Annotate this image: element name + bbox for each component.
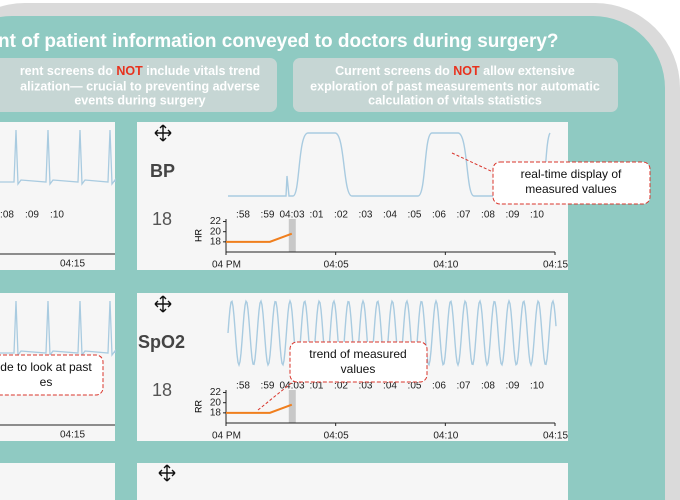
x-tick-label: 04:10 [433,431,458,442]
annotation-box [289,341,428,383]
time-tick: :08 [0,210,14,221]
waveform [0,300,116,357]
time-tick: :05 [408,381,422,392]
time-tick: :02 [334,210,348,221]
axis-end: 04:15 [60,430,85,441]
annotation-text: values [341,362,376,376]
time-tick: :05 [408,210,422,221]
x-tick-label: 04:05 [324,260,349,271]
callout-box [293,58,618,112]
emphasis: NOT [453,64,480,78]
annotation-leader [257,379,296,411]
time-tick: 04:03 [279,381,304,392]
time-tick: :09 [25,210,39,221]
x-tick-label: 04:10 [433,260,458,271]
time-tick: :09 [506,381,520,392]
y-axis-label: RR [193,400,203,413]
callout-text: include vitals trend [143,64,260,78]
callout-line: alization— crucial to preventing adverse [20,79,260,93]
annotation-text: measured values [525,182,616,196]
waveform [227,298,557,368]
trend-line [226,403,293,414]
axis-end: 04:15 [60,259,85,270]
callout-line: Current screens do NOT allow extensive [335,64,575,78]
annotation-text: de to look at past [0,360,92,374]
time-tick: :59 [261,381,275,392]
time-tick: :03 [359,210,373,221]
callout-line: rent screens do NOT include vitals trend [20,64,260,78]
vital-value: 18 [152,380,172,400]
time-tick: :10 [530,381,544,392]
annotation-box [492,161,651,205]
x-tick-label: 04:15 [543,260,568,271]
vital-label: SpO2 [138,332,185,352]
x-tick-label: 04 PM [212,260,241,271]
x-tick-label: 04 PM [212,431,241,442]
card [0,122,115,270]
annotation-text: es [40,375,53,389]
time-tick: :01 [310,210,324,221]
y-tick-label: 20 [210,397,222,408]
time-tick: :10 [50,210,64,221]
callout-line: events during surgery [74,93,205,107]
time-tick: :08 [481,381,495,392]
vital-label: BP [150,161,175,181]
move-icon [154,124,172,142]
callout-text: Current screens do [335,64,453,78]
time-tick: :04 [383,210,397,221]
title: nt of patient information conveyed to do… [0,31,559,52]
callout-text: rent screens do [20,64,117,78]
annotation-text: real-time display of [521,167,622,181]
y-tick-label: 18 [210,407,222,418]
time-tick: :04 [383,381,397,392]
trend-line [226,232,293,243]
time-tick: :58 [236,210,250,221]
time-tick: :06 [432,210,446,221]
time-tick: :58 [236,381,250,392]
cursor [288,219,296,252]
move-icon [154,295,172,313]
annotation-box [0,354,104,396]
time-tick: :09 [506,210,520,221]
y-tick-label: 18 [210,236,222,247]
x-tick-label: 04:05 [324,431,349,442]
y-tick-label: 22 [210,387,222,398]
time-tick: :03 [359,381,373,392]
time-tick: :07 [457,210,471,221]
annotation-leader [451,152,494,173]
move-icon [158,464,176,482]
time-tick: :10 [530,210,544,221]
cursor [288,390,296,423]
y-tick-label: 22 [210,216,222,227]
card [137,463,568,500]
time-tick: 04:03 [279,210,304,221]
vital-value: 18 [152,209,172,229]
x-tick-label: 04:15 [543,431,568,442]
time-tick: :07 [457,381,471,392]
y-tick-label: 20 [210,226,222,237]
callout-line: calculation of vitals statistics [368,93,542,107]
card [0,463,115,500]
annotation-text: trend of measured [309,347,406,361]
time-tick: :06 [432,381,446,392]
emphasis: NOT [116,64,143,78]
time-tick: :02 [334,381,348,392]
callout-box [0,58,277,112]
time-tick: :08 [481,210,495,221]
time-tick: :59 [261,210,275,221]
callout-text: allow extensive [480,64,575,78]
time-tick: :01 [310,381,324,392]
waveform [0,129,116,186]
callout-line: exploration of past measurements nor aut… [310,79,600,93]
y-axis-label: HR [193,229,203,242]
